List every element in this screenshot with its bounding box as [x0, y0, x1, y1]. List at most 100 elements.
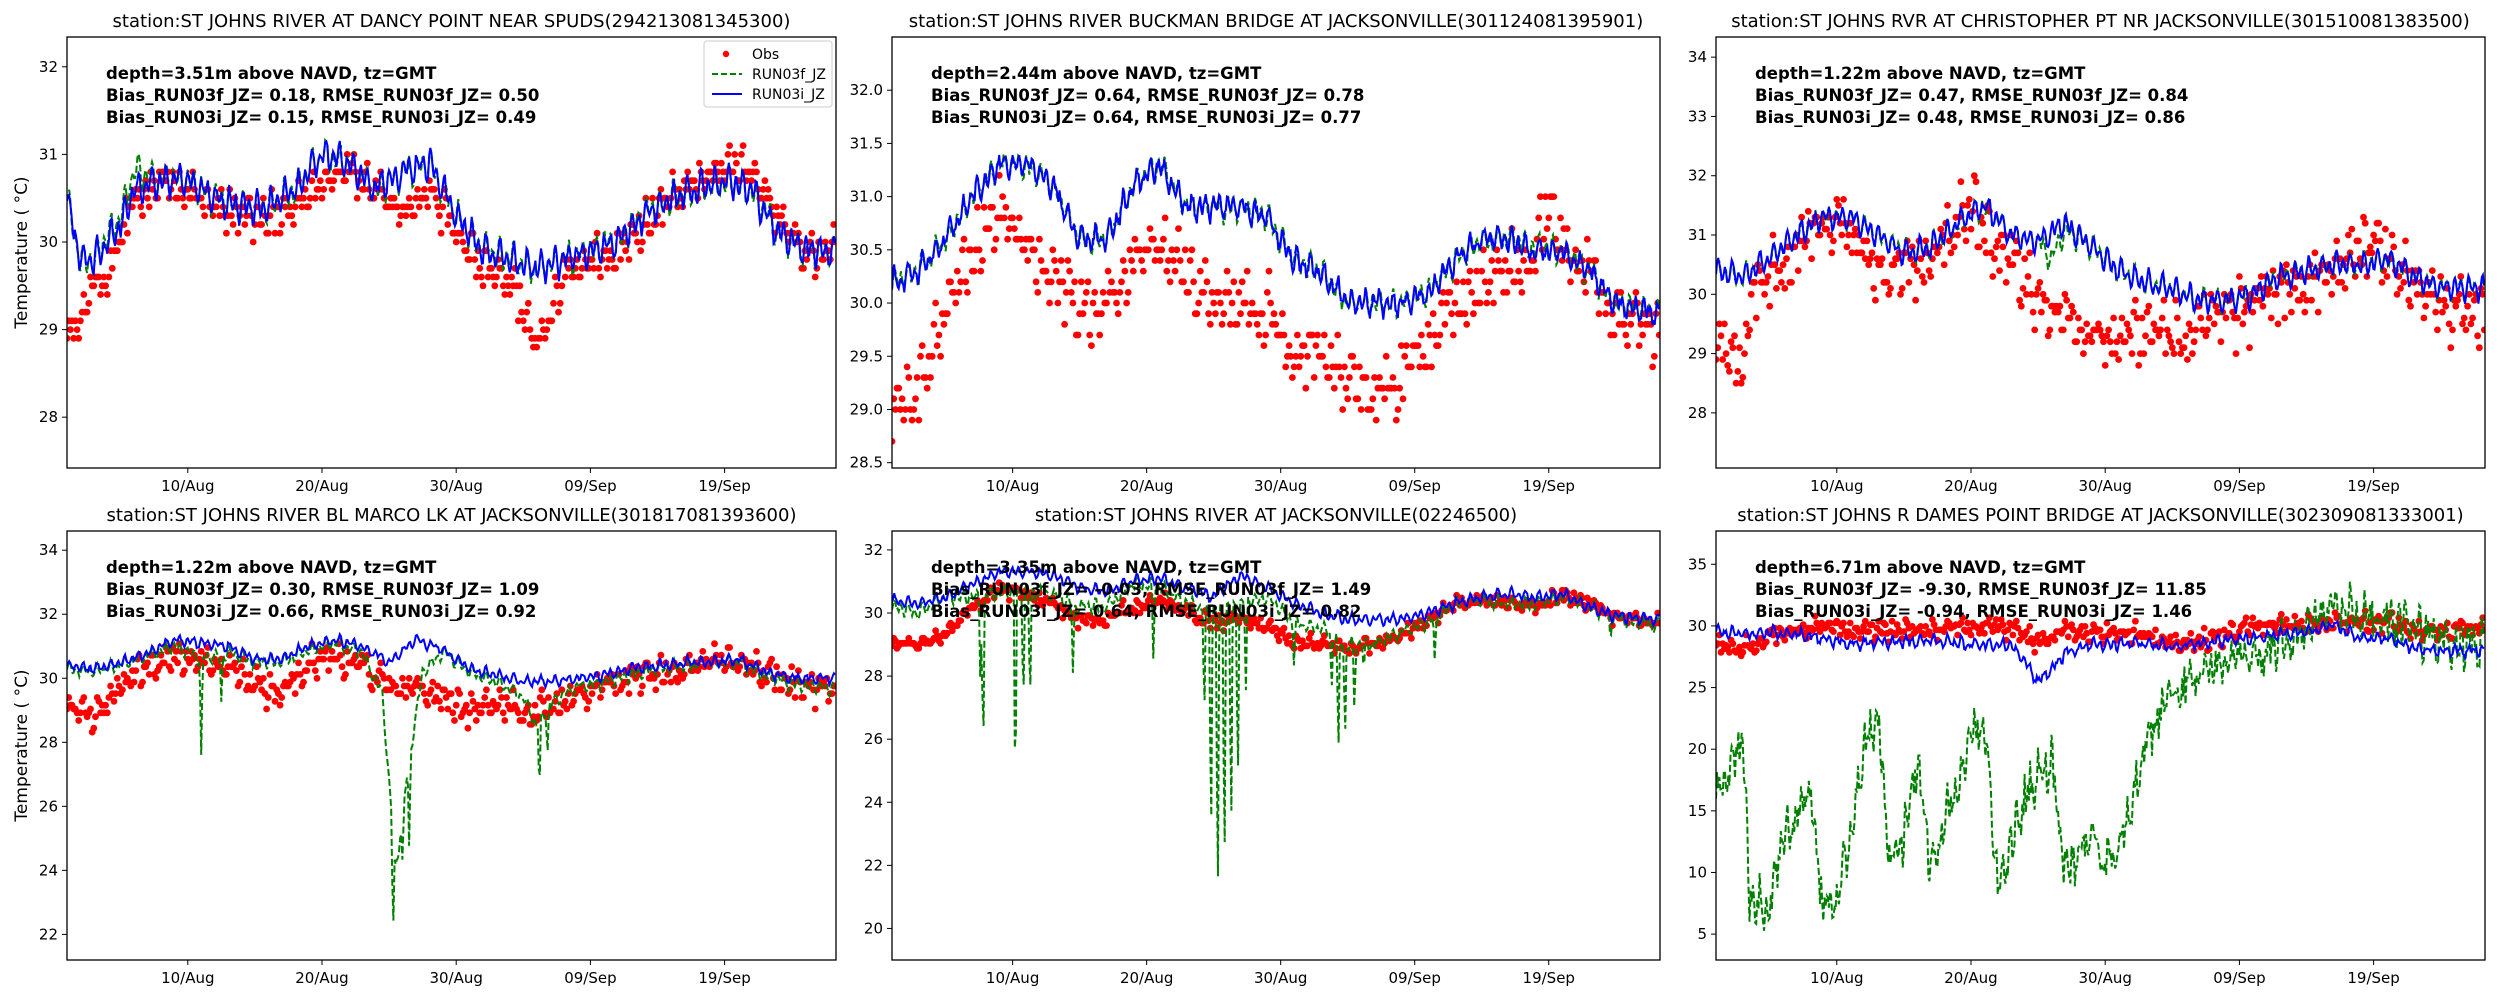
obs-point — [947, 278, 954, 286]
obs-point — [249, 238, 257, 246]
obs-point — [524, 299, 532, 307]
obs-point — [1408, 634, 1415, 642]
obs-point — [1518, 607, 1526, 614]
obs-point — [1501, 257, 1509, 264]
obs-point — [306, 194, 314, 202]
obs-point — [933, 632, 941, 640]
obs-point — [1036, 235, 1043, 243]
subplot-6: station:ST JOHNS R DAMES POINT BRIDGE AT… — [1688, 505, 2486, 987]
x-tick-label: 20/Aug — [1944, 969, 1997, 987]
obs-point — [328, 186, 336, 193]
obs-point — [553, 282, 561, 290]
axes-frame — [66, 36, 837, 469]
y-tick-label: 26 — [39, 797, 58, 815]
obs-point — [1967, 225, 1975, 233]
obs-point — [1084, 278, 1092, 286]
x-tick-label: 30/Aug — [1254, 477, 1307, 495]
obs-point — [1870, 285, 1878, 292]
obs-point — [330, 177, 338, 185]
obs-point — [1111, 289, 1119, 296]
obs-point — [434, 682, 442, 690]
obs-point — [1091, 289, 1099, 296]
obs-point — [733, 159, 740, 167]
x-tick-label: 19/Sep — [2347, 477, 2399, 495]
annotation-depth: depth=1.22m above NAVD, tz=GMT — [106, 558, 437, 577]
obs-point — [1243, 267, 1251, 275]
obs-point — [1279, 310, 1286, 318]
obs-point — [2303, 296, 2310, 304]
obs-point — [288, 212, 296, 220]
obs-point — [1193, 310, 1201, 318]
obs-point — [2222, 314, 2230, 322]
obs-point — [2397, 285, 2404, 292]
obs-point — [2220, 626, 2228, 634]
obs-point — [1059, 278, 1067, 286]
obs-point — [77, 709, 84, 717]
obs-point — [2066, 314, 2074, 322]
obs-point — [1778, 626, 1785, 634]
obs-point — [778, 212, 785, 220]
obs-point — [1247, 624, 1254, 632]
obs-point — [1314, 331, 1321, 339]
obs-point — [1731, 332, 1738, 340]
x-tick-label: 10/Aug — [1810, 477, 1863, 495]
obs-point — [2028, 290, 2035, 298]
x-tick-label: 09/Sep — [564, 477, 616, 495]
obs-point — [1104, 267, 1112, 275]
obs-point — [1830, 237, 1837, 245]
obs-point — [1905, 279, 1913, 286]
obs-point — [2323, 279, 2331, 286]
y-tick-label: 31.5 — [850, 134, 883, 152]
obs-point — [1116, 289, 1124, 296]
obs-point — [2390, 243, 2398, 251]
obs-point — [105, 273, 113, 281]
obs-point — [1744, 332, 1752, 340]
obs-point — [2291, 612, 2299, 620]
y-tick-label: 31 — [39, 145, 58, 163]
annotation-depth: depth=1.22m above NAVD, tz=GMT — [1755, 64, 2086, 83]
obs-point — [1165, 604, 1172, 612]
obs-point — [1223, 267, 1231, 275]
obs-point — [1816, 628, 1824, 635]
obs-point — [1439, 289, 1447, 296]
obs-point — [1233, 320, 1241, 328]
obs-point — [1304, 352, 1311, 360]
obs-point — [2459, 320, 2466, 328]
obs-point — [1344, 395, 1352, 403]
obs-point — [181, 667, 188, 674]
obs-point — [1804, 207, 1812, 215]
obs-point — [1424, 320, 1432, 328]
obs-point — [1838, 231, 1846, 239]
obs-point — [92, 713, 99, 721]
axes-frame — [1715, 36, 2486, 469]
obs-point — [2173, 314, 2181, 322]
obs-point — [103, 291, 111, 298]
obs-point — [1285, 632, 1293, 640]
obs-point — [281, 203, 289, 211]
obs-point — [1885, 290, 1893, 298]
obs-point — [2212, 302, 2220, 310]
obs-point — [595, 264, 603, 272]
obs-point — [447, 690, 455, 697]
obs-point — [1349, 352, 1357, 360]
obs-point — [570, 273, 577, 281]
y-tick-label: 26 — [864, 730, 883, 748]
y-tick-label: 29 — [39, 321, 58, 339]
obs-point — [1118, 278, 1125, 286]
obs-point — [1171, 267, 1179, 275]
annotation-run03f-stats: Bias_RUN03f_JZ= 0.47, RMSE_RUN03f_JZ= 0.… — [1755, 86, 2188, 105]
obs-point — [995, 171, 1003, 179]
obs-point — [937, 352, 944, 360]
obs-point — [236, 678, 244, 686]
obs-point — [2004, 255, 2012, 263]
obs-point — [603, 264, 611, 272]
obs-point — [724, 151, 732, 158]
obs-point — [2152, 626, 2159, 634]
obs-point — [1327, 342, 1335, 349]
obs-point — [1235, 289, 1243, 296]
obs-point — [1773, 640, 1780, 648]
obs-point — [325, 667, 333, 674]
x-tick-label: 30/Aug — [429, 969, 482, 987]
obs-point — [1292, 352, 1300, 360]
obs-point — [1888, 617, 1896, 625]
